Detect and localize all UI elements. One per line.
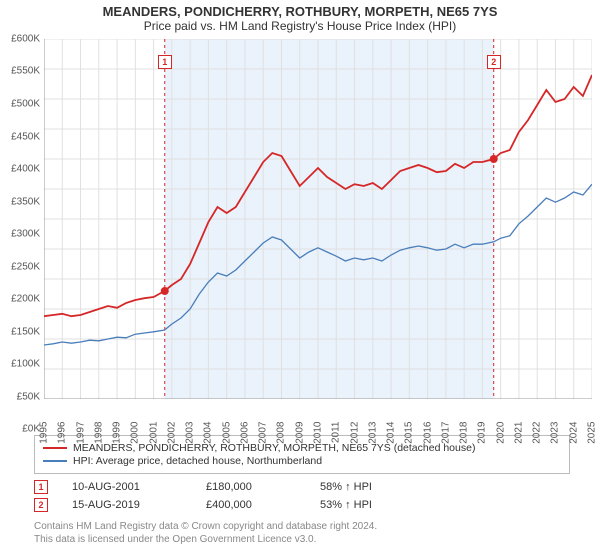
x-tick-label: 1998 <box>93 422 104 444</box>
title-main: MEANDERS, PONDICHERRY, ROTHBURY, MORPETH… <box>0 4 600 19</box>
title-sub: Price paid vs. HM Land Registry's House … <box>0 19 600 33</box>
footer: Contains HM Land Registry data © Crown c… <box>34 520 570 546</box>
x-tick-label: 2018 <box>459 422 470 444</box>
legend-row: HPI: Average price, detached house, Nort… <box>43 455 561 467</box>
legend-label: MEANDERS, PONDICHERRY, ROTHBURY, MORPETH… <box>73 442 475 454</box>
chart-titles: MEANDERS, PONDICHERRY, ROTHBURY, MORPETH… <box>0 0 600 39</box>
transaction-row: 2 15-AUG-2019 £400,000 53% ↑ HPI <box>34 498 570 512</box>
plot-svg <box>44 39 592 399</box>
x-tick-label: 2007 <box>258 422 269 444</box>
x-tick-label: 2024 <box>568 422 579 444</box>
legend-row: MEANDERS, PONDICHERRY, ROTHBURY, MORPETH… <box>43 442 561 454</box>
y-tick-label: £200K <box>11 293 40 304</box>
x-tick-label: 1995 <box>39 422 50 444</box>
y-tick-label: £0K <box>22 424 40 435</box>
y-tick-label: £300K <box>11 229 40 240</box>
transaction-pct: 53% ↑ HPI <box>320 499 372 511</box>
y-tick-label: £350K <box>11 196 40 207</box>
y-tick-label: £250K <box>11 261 40 272</box>
x-tick-label: 2017 <box>440 422 451 444</box>
x-tick-label: 2010 <box>313 422 324 444</box>
y-tick-label: £400K <box>11 163 40 174</box>
chart-area: £0K£50K£100K£150K£200K£250K£300K£350K£40… <box>0 39 600 429</box>
footer-line-1: Contains HM Land Registry data © Crown c… <box>34 520 570 533</box>
x-tick-label: 2016 <box>422 422 433 444</box>
x-tick-label: 2004 <box>203 422 214 444</box>
transaction-marker: 1 <box>158 55 172 69</box>
transaction-number-box: 2 <box>34 498 48 512</box>
x-tick-label: 2003 <box>185 422 196 444</box>
x-tick-label: 2009 <box>294 422 305 444</box>
transaction-date: 15-AUG-2019 <box>72 499 182 511</box>
y-axis-labels: £0K£50K£100K£150K£200K£250K£300K£350K£40… <box>0 39 44 429</box>
transaction-date: 10-AUG-2001 <box>72 481 182 493</box>
legend-swatch <box>43 447 67 449</box>
x-tick-label: 2023 <box>550 422 561 444</box>
x-tick-label: 2015 <box>404 422 415 444</box>
transaction-rows: 1 10-AUG-2001 £180,000 58% ↑ HPI 2 15-AUG-201… <box>34 480 570 512</box>
x-tick-label: 2011 <box>331 422 342 444</box>
transaction-row: 1 10-AUG-2001 £180,000 58% ↑ HPI <box>34 480 570 494</box>
transaction-price: £180,000 <box>206 481 296 493</box>
x-tick-label: 1999 <box>112 422 123 444</box>
transaction-pct: 58% ↑ HPI <box>320 481 372 493</box>
transaction-price: £400,000 <box>206 499 296 511</box>
x-tick-label: 2022 <box>532 422 543 444</box>
x-tick-label: 2001 <box>148 422 159 444</box>
x-tick-label: 2025 <box>587 422 598 444</box>
y-tick-label: £450K <box>11 131 40 142</box>
y-tick-label: £150K <box>11 326 40 337</box>
x-tick-label: 1996 <box>57 422 68 444</box>
legend-label: HPI: Average price, detached house, Nort… <box>73 455 322 467</box>
x-tick-label: 2021 <box>513 422 524 444</box>
x-tick-label: 2006 <box>239 422 250 444</box>
plot: 12 <box>44 39 592 399</box>
y-tick-label: £550K <box>11 66 40 77</box>
x-axis-labels: 1995199619971998199920002001200220032004… <box>44 399 592 429</box>
x-tick-label: 2019 <box>477 422 488 444</box>
x-tick-label: 2002 <box>166 422 177 444</box>
x-tick-label: 2013 <box>367 422 378 444</box>
transaction-marker: 2 <box>487 55 501 69</box>
y-tick-label: £50K <box>17 391 40 402</box>
legend-swatch <box>43 460 67 462</box>
x-tick-label: 2012 <box>349 422 360 444</box>
y-tick-label: £500K <box>11 98 40 109</box>
x-tick-label: 2014 <box>386 422 397 444</box>
x-tick-label: 2005 <box>221 422 232 444</box>
x-tick-label: 2008 <box>276 422 287 444</box>
y-tick-label: £100K <box>11 359 40 370</box>
x-tick-label: 2020 <box>495 422 506 444</box>
footer-line-2: This data is licensed under the Open Gov… <box>34 533 570 546</box>
x-tick-label: 1997 <box>75 422 86 444</box>
transaction-number-box: 1 <box>34 480 48 494</box>
x-tick-label: 2000 <box>130 422 141 444</box>
y-tick-label: £600K <box>11 34 40 45</box>
